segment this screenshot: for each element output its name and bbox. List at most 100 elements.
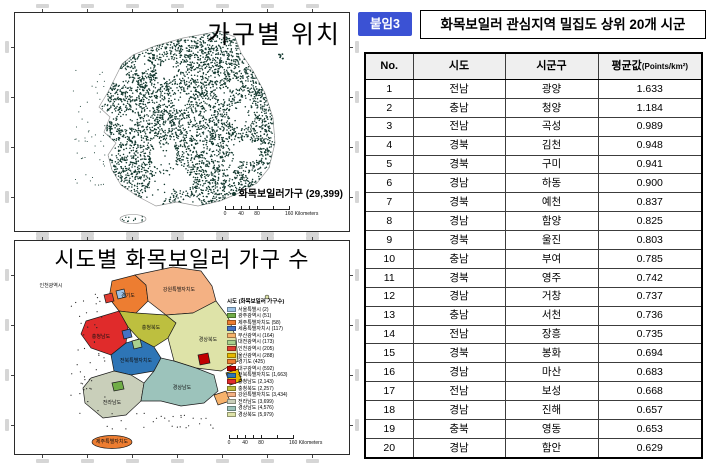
tick-label xyxy=(261,232,274,236)
value-cell: 1.633 xyxy=(598,80,702,99)
rank-cell: 16 xyxy=(365,363,413,382)
province-cell: 경북 xyxy=(413,155,505,174)
tick-label xyxy=(216,4,229,8)
province-cell: 충남 xyxy=(413,98,505,117)
tick-label xyxy=(5,141,9,153)
tick-label xyxy=(5,369,9,381)
province-map-label: 전북특별자치도 xyxy=(120,357,153,364)
legend-swatch xyxy=(227,307,236,312)
tick-label xyxy=(126,232,139,236)
legend-label: 세종특별자치시 (117) xyxy=(238,326,283,332)
province-cell: 전남 xyxy=(413,382,505,401)
tick-label xyxy=(5,319,9,331)
province-map-label: 인천광역시 xyxy=(39,282,62,289)
tick-label xyxy=(36,4,49,8)
scalebar-label: 160 Kilometers xyxy=(285,211,318,217)
rank-cell: 13 xyxy=(365,306,413,325)
district-cell: 청양 xyxy=(505,98,598,117)
legend-label: 경기도 (425) xyxy=(238,359,265,365)
legend-label: 서울특별시 (2) xyxy=(238,307,269,313)
tick-label xyxy=(5,419,9,431)
value-cell: 0.653 xyxy=(598,420,702,439)
legend-item: 광주광역시 (51) xyxy=(227,313,345,320)
province-map-label: 전라남도 xyxy=(103,399,122,406)
scalebar-label: 160 Kilometers xyxy=(289,440,322,446)
legend-swatch xyxy=(227,373,236,378)
province-cell: 경북 xyxy=(413,344,505,363)
legend-item: 경기도 (425) xyxy=(227,359,345,366)
rank-cell: 19 xyxy=(365,420,413,439)
scalebar-line xyxy=(225,206,289,210)
district-cell: 마산 xyxy=(505,363,598,382)
legend-label: 부산광역시 (164) xyxy=(238,333,274,339)
rank-cell: 12 xyxy=(365,287,413,306)
value-cell: 0.737 xyxy=(598,287,702,306)
value-cell: 0.742 xyxy=(598,268,702,287)
legend-item: 충청남도 (2,143) xyxy=(227,379,345,386)
province-map-label: 충청남도 xyxy=(92,333,111,340)
province-map-label: 충청북도 xyxy=(142,324,161,331)
tick-label xyxy=(306,4,319,8)
tick-label xyxy=(5,41,9,53)
header-value: 평균값(Points/km²) xyxy=(598,53,702,80)
value-cell: 0.825 xyxy=(598,212,702,231)
province-map-label: 경기도 xyxy=(121,292,135,299)
value-cell: 0.736 xyxy=(598,306,702,325)
province-map-label: 경상북도 xyxy=(199,336,218,343)
legend-swatch xyxy=(227,386,236,391)
scalebar-label: 0 xyxy=(228,440,231,446)
value-cell: 1.184 xyxy=(598,98,702,117)
legend-label: 광주광역시 (51) xyxy=(238,313,271,319)
table-header-row: No. 시도 시군구 평균값(Points/km²) xyxy=(365,53,702,80)
scalebar-label: 80 xyxy=(258,440,264,446)
rank-cell: 20 xyxy=(365,438,413,457)
rank-cell: 1 xyxy=(365,80,413,99)
legend-swatch xyxy=(227,326,236,331)
top-map-legend-label: 화목보일러가구 (29,399) xyxy=(239,189,343,200)
scalebar-label: 40 xyxy=(242,440,248,446)
province-legend-items: 서울특별시 (2)광주광역시 (51)제주특별자치도 (58)세종특별자치시 (… xyxy=(227,307,345,419)
province-map-label: 경상남도 xyxy=(173,384,192,391)
value-cell: 0.989 xyxy=(598,117,702,136)
tick-label xyxy=(5,269,9,281)
tick-label xyxy=(81,232,94,236)
table-title-row: 붙임3 화목보일러 관심지역 밀집도 상위 20개 시군 xyxy=(358,8,706,40)
tick-label xyxy=(355,319,359,331)
rank-cell: 18 xyxy=(365,401,413,420)
legend-swatch xyxy=(227,340,236,345)
legend-item: 강원특별자치도 (3,434) xyxy=(227,392,345,399)
value-cell: 0.785 xyxy=(598,250,702,269)
district-cell: 광양 xyxy=(505,80,598,99)
header-district: 시군구 xyxy=(505,53,598,80)
province-legend: 시도 (화목보일러 가구수) 서울특별시 (2)광주광역시 (51)제주특별자치… xyxy=(227,297,345,419)
tick-label xyxy=(355,191,359,203)
rank-cell: 17 xyxy=(365,382,413,401)
scalebar-line xyxy=(229,435,293,439)
rank-cell: 7 xyxy=(365,193,413,212)
value-cell: 0.900 xyxy=(598,174,702,193)
province-cell: 충남 xyxy=(413,306,505,325)
province-cell: 충남 xyxy=(413,250,505,269)
province-cell: 경북 xyxy=(413,268,505,287)
district-cell: 봉화 xyxy=(505,344,598,363)
scalebar-label: 0 xyxy=(224,211,227,217)
tick-label xyxy=(355,91,359,103)
value-cell: 0.735 xyxy=(598,325,702,344)
district-cell: 부여 xyxy=(505,250,598,269)
province-legend-title: 시도 (화목보일러 가구수) xyxy=(227,297,345,305)
province-cell: 경북 xyxy=(413,231,505,250)
legend-item: 경상남도 (4,576) xyxy=(227,405,345,412)
tick-label xyxy=(355,419,359,431)
value-cell: 0.837 xyxy=(598,193,702,212)
rank-cell: 6 xyxy=(365,174,413,193)
district-cell: 보성 xyxy=(505,382,598,401)
